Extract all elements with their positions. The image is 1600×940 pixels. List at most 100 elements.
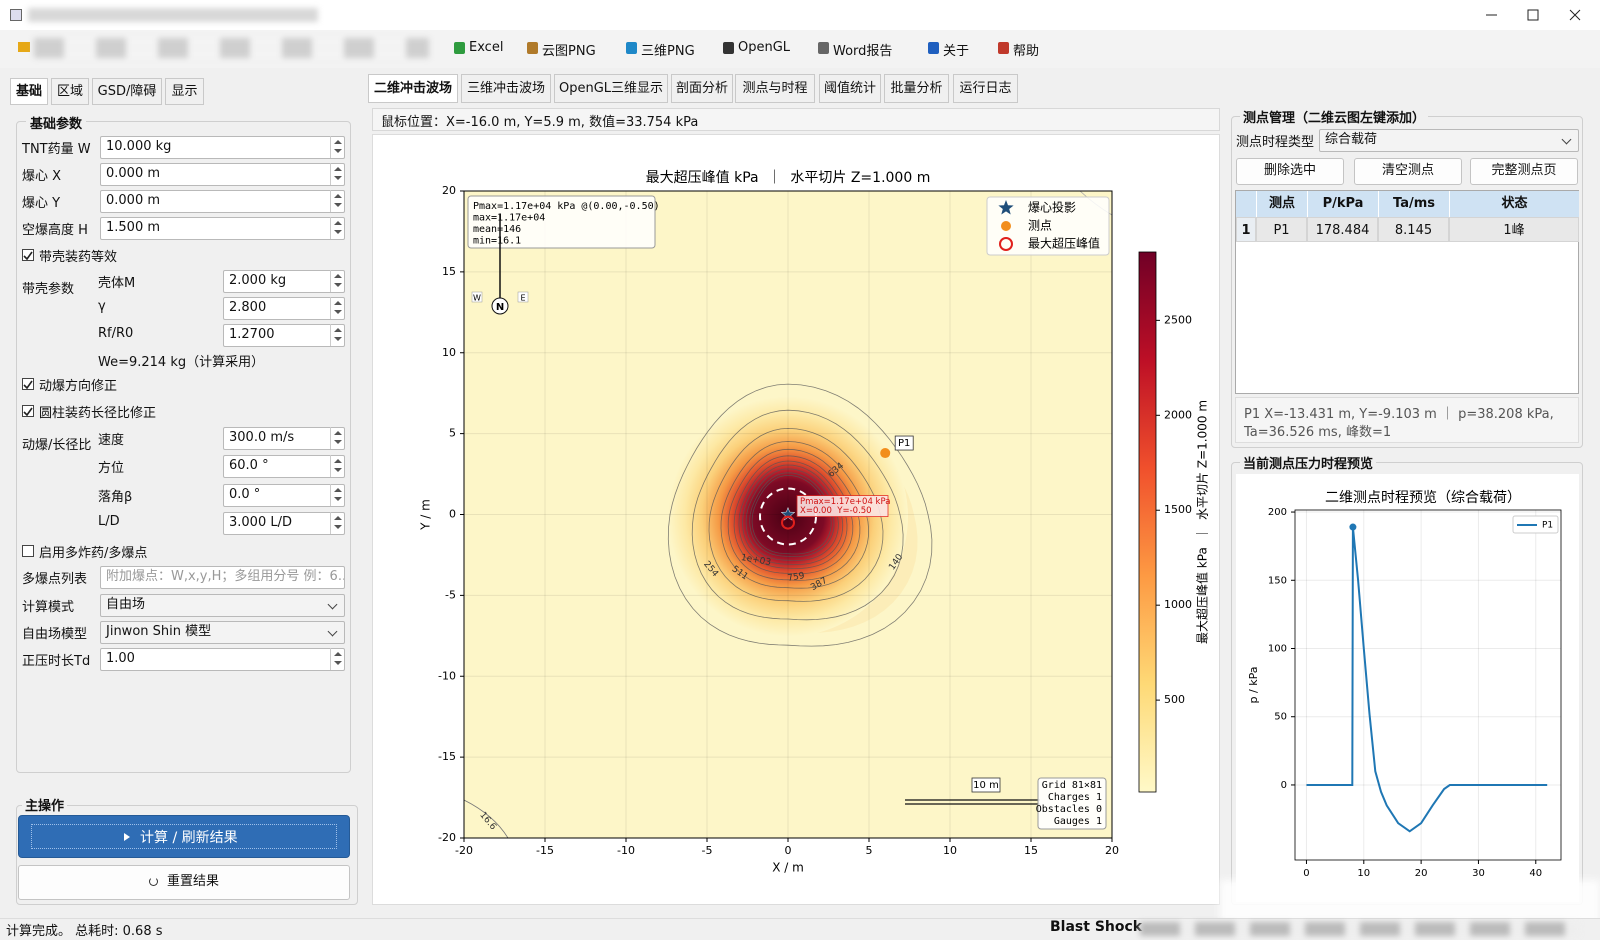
field-label: 落角β: [98, 490, 133, 505]
tool-icon: [998, 42, 1009, 54]
center-tab[interactable]: 剖面分析: [671, 74, 733, 103]
button-focus: [31, 824, 337, 849]
tool-icon: [454, 42, 465, 54]
group-title: 基础参数: [26, 113, 87, 132]
input-field[interactable]: 0.0 °: [223, 484, 345, 507]
plot-area: [372, 134, 1220, 905]
field-label: 壳体M: [98, 276, 136, 291]
field-label: TNT药量 W: [22, 142, 91, 157]
tool-icon: [723, 42, 734, 54]
checkbox[interactable]: [22, 249, 34, 261]
left-tab[interactable]: 基础: [10, 78, 48, 105]
field-label: 自由场模型: [22, 627, 88, 642]
app-icon: [10, 9, 22, 21]
input-field[interactable]: 1.00: [100, 648, 345, 671]
checkbox[interactable]: [22, 378, 34, 390]
input-field[interactable]: 300.0 m/s: [223, 427, 345, 450]
tool-button[interactable]: Word报告: [833, 44, 893, 59]
group-label: 动爆/长径比: [22, 438, 92, 453]
action-button[interactable]: 删除选中: [1236, 158, 1344, 185]
input-field[interactable]: Jinwon Shin 模型: [100, 621, 345, 644]
column-header: 状态: [1449, 191, 1579, 217]
check-mark: [23, 407, 33, 417]
field-label: 空爆高度 H: [22, 223, 88, 238]
center-tab[interactable]: OpenGL三维显示: [554, 74, 668, 103]
tool-button[interactable]: 云图PNG: [542, 44, 596, 59]
window-controls[interactable]: [1480, 4, 1590, 26]
spin-up: [334, 516, 342, 520]
spin-down: [334, 176, 342, 180]
center-tab[interactable]: 运行日志: [953, 74, 1018, 103]
column-header: P/kPa: [1307, 191, 1378, 217]
table-cell[interactable]: P1: [1256, 217, 1307, 242]
button-label: 计算 / 刷新结果: [140, 830, 238, 846]
field-label: 计算模式: [22, 600, 75, 615]
group-title: 主操作: [22, 795, 68, 814]
input-field[interactable]: 0.000 m: [100, 190, 345, 213]
spin-up: [334, 652, 342, 656]
center-tab[interactable]: 批量分析: [884, 74, 949, 103]
spin-box: [330, 217, 344, 239]
table-cell[interactable]: 8.145: [1378, 217, 1449, 242]
spin-up: [334, 301, 342, 305]
input-field[interactable]: 附加爆点：W,x,y,H；多组用分号 例：6...: [100, 566, 345, 589]
action-button[interactable]: 清空测点: [1354, 158, 1462, 185]
spin-box: [330, 324, 344, 346]
spin-down: [334, 661, 342, 665]
compute-button[interactable]: 计算 / 刷新结果: [18, 815, 350, 858]
spin-box: [330, 136, 344, 158]
center-tab[interactable]: 阈值统计: [819, 74, 881, 103]
tool-button[interactable]: 帮助: [1013, 44, 1040, 59]
spin-box: [330, 484, 344, 506]
tool-button[interactable]: 三维PNG: [641, 44, 695, 59]
points-table: 测点 P/kPa Ta/ms 状态 1 P1 178.484 8.145 1峰: [1235, 190, 1579, 394]
field-label: 爆心 X: [22, 169, 62, 184]
spin-down: [334, 337, 342, 341]
input-field[interactable]: 0.000 m: [100, 163, 345, 186]
left-tab[interactable]: GSD/障碍: [92, 78, 162, 105]
mouse-status: 鼠标位置：X=-16.0 m, Y=5.9 m, 数值=33.754 kPa: [372, 108, 1220, 131]
spin-box: [330, 512, 344, 534]
input-field[interactable]: 10.000 kg: [100, 136, 345, 159]
input-field[interactable]: 自由场: [100, 594, 345, 617]
field-label: 爆心 Y: [22, 196, 61, 211]
field-label: 多爆点列表: [22, 572, 88, 587]
tool-button[interactable]: Excel: [469, 40, 504, 55]
spin-down: [334, 440, 342, 444]
spin-up: [334, 140, 342, 144]
table-cell[interactable]: 178.484: [1307, 217, 1378, 242]
tool-button[interactable]: 关于: [943, 44, 970, 59]
blurred-title: [28, 8, 318, 22]
checkbox-label: 圆柱装药长径比修正: [39, 406, 157, 421]
reset-button[interactable]: 重置结果: [18, 865, 350, 900]
row-header[interactable]: 1: [1236, 217, 1256, 242]
checkbox[interactable]: [22, 405, 34, 417]
spin-down: [334, 283, 342, 287]
checkbox[interactable]: [22, 545, 34, 557]
column-header: 测点: [1256, 191, 1307, 217]
tool-icon: [818, 42, 829, 54]
tool-button[interactable]: OpenGL: [738, 40, 791, 55]
input-field[interactable]: 3.000 L/D: [223, 512, 345, 535]
input-field[interactable]: 综合载荷: [1319, 129, 1579, 152]
group-title: 当前测点压力时程预览: [1240, 453, 1377, 472]
left-tab[interactable]: 区域: [51, 78, 89, 105]
center-tab[interactable]: 测点与时程: [735, 74, 815, 103]
header-corner: [1236, 191, 1256, 217]
tool-icon: [928, 42, 939, 54]
input-field[interactable]: 2.800: [223, 297, 345, 320]
column-header: Ta/ms: [1378, 191, 1449, 217]
spin-up: [334, 274, 342, 278]
input-field[interactable]: 1.2700: [223, 324, 345, 347]
center-tab[interactable]: 二维冲击波场: [368, 74, 458, 103]
action-button[interactable]: 完整测点页: [1470, 158, 1578, 185]
center-tab[interactable]: 三维冲击波场: [461, 74, 551, 103]
point-info: Ta=36.526 ms, 峰数=1: [1244, 425, 1392, 440]
spin-up: [334, 221, 342, 225]
left-tab[interactable]: 显示: [165, 78, 204, 105]
input-field[interactable]: 1.500 m: [100, 217, 345, 240]
input-field[interactable]: 2.000 kg: [223, 270, 345, 293]
table-cell[interactable]: 1峰: [1449, 217, 1579, 242]
input-field[interactable]: 60.0 °: [223, 455, 345, 478]
